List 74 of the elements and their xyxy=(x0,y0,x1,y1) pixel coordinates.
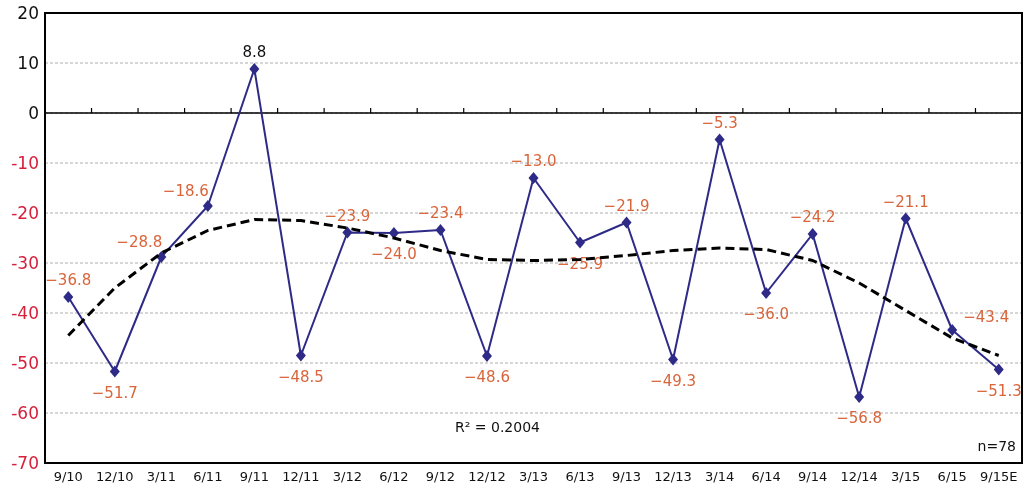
data-label: −48.5 xyxy=(277,367,324,386)
x-tick-label: 6/14 xyxy=(751,469,781,484)
data-label: −43.4 xyxy=(963,308,1010,326)
x-tick-label: 3/12 xyxy=(332,469,363,484)
point xyxy=(202,200,213,212)
y-tick-label: -70 xyxy=(11,452,39,473)
data-label: −36.0 xyxy=(743,305,790,323)
point xyxy=(621,216,632,229)
data-label: −24.0 xyxy=(370,245,417,263)
annotation: n=78 xyxy=(977,438,1016,454)
data-label: −51.3 xyxy=(975,381,1022,400)
y-tick-label: -60 xyxy=(11,402,39,423)
point xyxy=(900,212,911,225)
y-tick-label: -40 xyxy=(11,302,39,323)
data-label: −25.9 xyxy=(557,254,604,273)
point xyxy=(993,363,1004,376)
y-tick-label: 0 xyxy=(28,102,39,123)
y-tick-label: -10 xyxy=(11,152,39,173)
x-tick-label: 3/15 xyxy=(891,469,921,484)
x-tick-label: 3/11 xyxy=(146,469,176,484)
point xyxy=(109,365,120,378)
data-label: −49.3 xyxy=(650,371,697,390)
data-label: −13.0 xyxy=(510,152,557,170)
data-label: −5.3 xyxy=(701,113,738,132)
point xyxy=(854,391,865,403)
data-label: −28.8 xyxy=(116,233,163,251)
point xyxy=(435,224,446,236)
point xyxy=(714,133,725,146)
x-tick-label: 9/10 xyxy=(53,469,83,484)
x-tick-label: 12/12 xyxy=(468,469,506,484)
data-label: −51.7 xyxy=(91,383,138,402)
y-tick-label: -50 xyxy=(11,352,39,373)
point xyxy=(761,287,772,299)
x-tick-label: 6/13 xyxy=(565,469,595,484)
point xyxy=(528,172,539,184)
y-tick-label: 10 xyxy=(17,52,39,73)
x-tick-label: 12/14 xyxy=(840,469,878,484)
y-tick-label: -30 xyxy=(11,252,39,273)
point xyxy=(668,353,679,366)
x-tick-label: 3/13 xyxy=(518,469,549,484)
data-label: −18.6 xyxy=(162,182,209,200)
x-tick-label: 9/14 xyxy=(798,469,828,484)
x-tick-label: 12/10 xyxy=(96,469,134,484)
point xyxy=(947,324,958,336)
y-tick-label: -20 xyxy=(11,202,39,223)
point xyxy=(249,63,260,75)
point xyxy=(295,349,306,362)
data-label: −23.9 xyxy=(324,206,371,225)
data-label: 8.8 xyxy=(242,43,267,61)
x-tick-label: 6/11 xyxy=(193,469,223,484)
y-tick-label: 20 xyxy=(17,2,39,23)
data-label: −21.9 xyxy=(603,196,650,215)
x-tick-label: 6/12 xyxy=(379,469,409,484)
x-tick-label: 12/11 xyxy=(282,469,320,484)
x-tick-label: 12/13 xyxy=(654,469,692,484)
point xyxy=(63,291,74,303)
point xyxy=(388,227,399,239)
data-label: −23.4 xyxy=(417,204,464,222)
data-label: −36.8 xyxy=(45,271,92,289)
x-tick-label: 9/15E xyxy=(980,469,1018,484)
x-tick-label: 9/12 xyxy=(425,469,456,484)
point xyxy=(342,226,353,239)
x-tick-label: 9/11 xyxy=(239,469,269,484)
point xyxy=(807,228,818,240)
data-label: −21.1 xyxy=(882,192,929,211)
x-tick-label: 3/14 xyxy=(704,469,735,484)
point xyxy=(575,236,586,249)
x-tick-label: 9/13 xyxy=(611,469,642,484)
data-label: −56.8 xyxy=(836,409,883,427)
data-label: −24.2 xyxy=(789,208,836,226)
annotation: R² = 0.2004 xyxy=(455,419,541,435)
data-label: −48.6 xyxy=(463,368,510,386)
point xyxy=(481,350,492,362)
x-tick-label: 6/15 xyxy=(937,469,967,484)
